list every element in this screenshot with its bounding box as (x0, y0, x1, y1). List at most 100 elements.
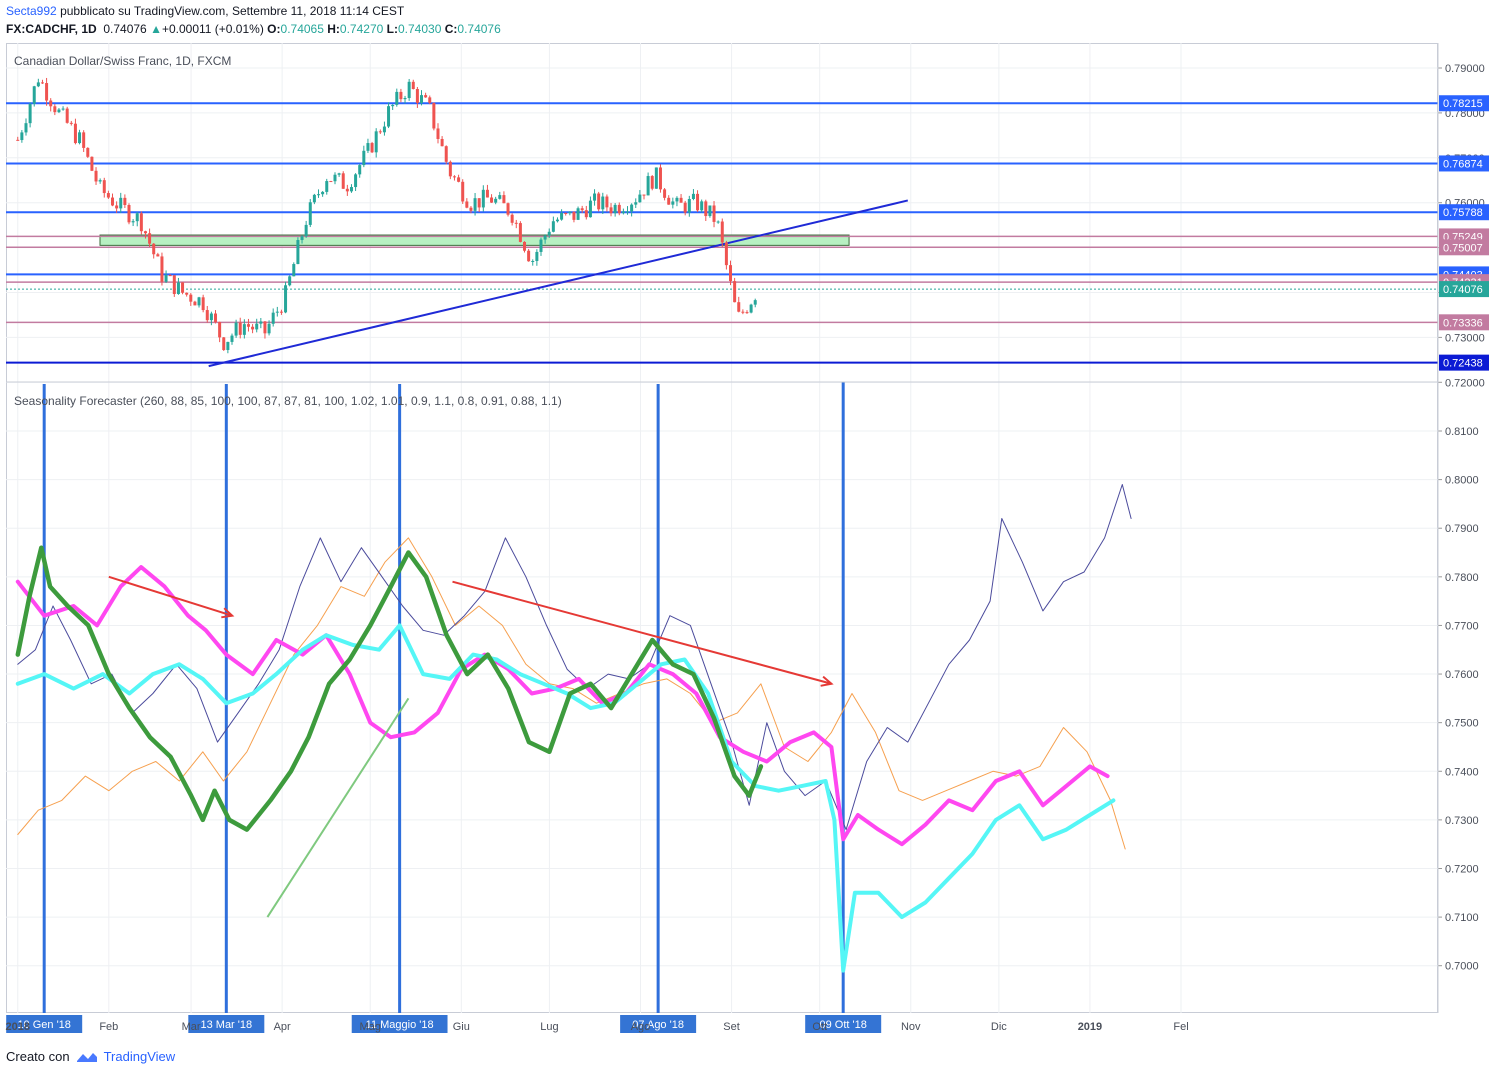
candle-body[interactable] (531, 260, 535, 262)
candle-body[interactable] (498, 195, 502, 199)
candle-body[interactable] (160, 256, 164, 282)
candle-body[interactable] (222, 337, 226, 350)
candle-body[interactable] (111, 197, 115, 206)
candle-body[interactable] (168, 275, 172, 277)
candle-body[interactable] (345, 188, 349, 192)
candle-body[interactable] (201, 297, 205, 311)
candle-body[interactable] (708, 205, 712, 217)
candle-body[interactable] (119, 197, 123, 209)
candle-body[interactable] (321, 191, 325, 195)
candle-body[interactable] (32, 86, 36, 104)
candle-body[interactable] (395, 91, 399, 105)
candle-body[interactable] (57, 109, 61, 113)
candle-body[interactable] (741, 311, 745, 313)
candle-body[interactable] (24, 123, 28, 133)
candle-body[interactable] (749, 304, 753, 313)
candle-body[interactable] (40, 82, 44, 84)
candle-body[interactable] (69, 122, 73, 124)
candle-body[interactable] (733, 281, 737, 303)
candle-body[interactable] (403, 98, 407, 100)
candle-body[interactable] (700, 201, 704, 211)
candle-body[interactable] (65, 108, 69, 123)
candle-body[interactable] (576, 208, 580, 220)
candle-body[interactable] (325, 181, 329, 192)
candle-body[interactable] (555, 219, 559, 222)
candle-body[interactable] (543, 235, 547, 240)
candle-body[interactable] (720, 221, 724, 243)
candle-body[interactable] (683, 202, 687, 213)
candle-body[interactable] (551, 221, 555, 232)
candle-body[interactable] (630, 204, 634, 212)
candle-body[interactable] (205, 310, 209, 321)
candle-body[interactable] (102, 180, 106, 194)
candle-body[interactable] (300, 236, 304, 241)
candle-body[interactable] (547, 231, 551, 236)
candle-body[interactable] (428, 97, 432, 103)
candle-body[interactable] (362, 150, 366, 166)
candle-body[interactable] (135, 213, 139, 222)
candle-body[interactable] (197, 297, 201, 306)
candle-body[interactable] (329, 181, 333, 183)
tradingview-brand[interactable]: TradingView (103, 1049, 176, 1064)
candle-body[interactable] (36, 82, 40, 87)
candle-body[interactable] (642, 194, 646, 196)
candle-body[interactable] (143, 231, 147, 234)
annotation-arrow-line[interactable] (108, 575, 233, 617)
seasonality-series-line[interactable] (15, 545, 764, 832)
candle-body[interactable] (564, 212, 568, 214)
candle-body[interactable] (440, 138, 444, 147)
candle-body[interactable] (86, 147, 90, 157)
candle-body[interactable] (490, 197, 494, 203)
candle-body[interactable] (45, 83, 49, 101)
annotation-arrow-line[interactable] (452, 580, 832, 685)
candle-body[interactable] (234, 322, 238, 336)
candle-body[interactable] (382, 126, 386, 133)
candle-body[interactable] (20, 132, 24, 141)
candle-body[interactable] (193, 301, 197, 306)
candle-body[interactable] (189, 294, 193, 302)
candle-body[interactable] (387, 106, 391, 127)
candle-body[interactable] (481, 189, 485, 208)
candle-body[interactable] (745, 312, 749, 314)
candle-body[interactable] (716, 221, 720, 223)
candle-body[interactable] (312, 194, 316, 203)
candle-body[interactable] (349, 187, 353, 192)
candle-body[interactable] (510, 214, 514, 223)
candle-body[interactable] (712, 205, 716, 222)
candle-body[interactable] (123, 197, 127, 206)
candle-body[interactable] (218, 322, 222, 338)
candle-body[interactable] (518, 223, 522, 242)
candle-body[interactable] (568, 211, 572, 214)
candle-body[interactable] (172, 275, 176, 295)
candle-body[interactable] (444, 146, 448, 162)
candle-body[interactable] (275, 311, 279, 313)
annotation-arrow-line[interactable] (266, 697, 410, 918)
candle-body[interactable] (671, 201, 675, 205)
candle-body[interactable] (296, 240, 300, 265)
candle-body[interactable] (465, 201, 469, 208)
candle-body[interactable] (304, 224, 308, 237)
candle-body[interactable] (226, 341, 230, 350)
seasonality-series-line[interactable] (17, 484, 1132, 831)
candle-body[interactable] (638, 194, 642, 203)
candle-body[interactable] (374, 131, 378, 153)
candle-body[interactable] (156, 254, 160, 257)
candle-body[interactable] (457, 177, 461, 182)
candle-body[interactable] (251, 326, 255, 330)
candle-body[interactable] (424, 95, 428, 98)
candle-body[interactable] (354, 174, 358, 188)
candle-body[interactable] (617, 204, 621, 214)
candle-body[interactable] (415, 89, 419, 103)
candle-body[interactable] (691, 193, 695, 200)
candle-body[interactable] (687, 199, 691, 213)
candle-body[interactable] (535, 251, 539, 261)
candle-body[interactable] (53, 106, 57, 113)
candle-body[interactable] (420, 95, 424, 103)
candle-body[interactable] (584, 210, 588, 218)
candle-body[interactable] (634, 202, 638, 205)
candle-body[interactable] (580, 208, 584, 211)
candle-body[interactable] (621, 211, 625, 214)
seasonality-series-line[interactable] (15, 565, 1110, 847)
candle-body[interactable] (82, 132, 86, 148)
